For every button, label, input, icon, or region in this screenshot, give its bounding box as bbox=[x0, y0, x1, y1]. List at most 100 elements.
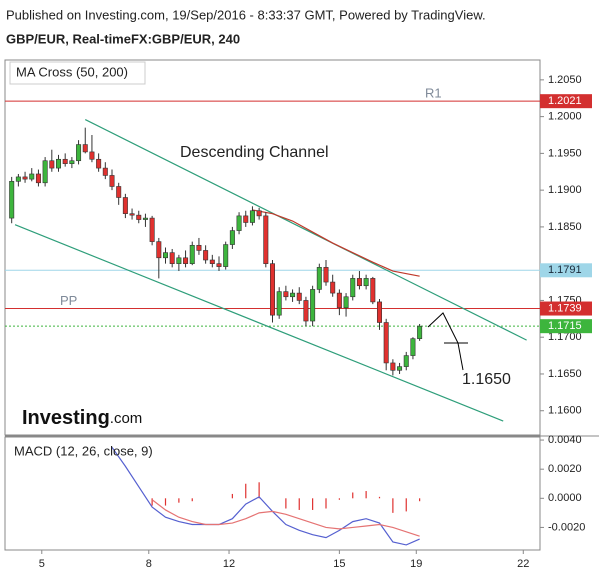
candle-body bbox=[323, 267, 329, 283]
histogram-bar bbox=[231, 493, 233, 499]
candle-body bbox=[35, 173, 41, 184]
candle-body bbox=[249, 210, 255, 223]
x-tick-label: 12 bbox=[223, 558, 235, 570]
y2-tick-label: 0.0000 bbox=[548, 492, 582, 504]
candle-body bbox=[209, 259, 215, 264]
level-badge-label: 1.1715 bbox=[548, 320, 582, 332]
main-panel bbox=[4, 59, 541, 436]
candle-body bbox=[142, 217, 148, 220]
candle-body bbox=[397, 366, 403, 371]
candle-body bbox=[29, 173, 35, 180]
candle-body bbox=[403, 355, 409, 367]
histogram-bar bbox=[245, 483, 247, 499]
histogram-bar bbox=[365, 491, 367, 499]
candle-body bbox=[69, 160, 75, 164]
x-tick-label: 15 bbox=[333, 558, 345, 570]
level-name: PP bbox=[60, 293, 77, 308]
candle-body bbox=[122, 197, 128, 214]
level-badge bbox=[540, 319, 592, 334]
candle-body bbox=[189, 244, 195, 264]
candle-body bbox=[109, 175, 115, 187]
symbol-line: GBP/EUR, Real-timeFX:GBP/EUR, 240 bbox=[6, 31, 240, 46]
candle-body bbox=[316, 267, 322, 290]
candle-body bbox=[383, 322, 389, 364]
candle-body bbox=[196, 244, 202, 251]
candle-body bbox=[76, 144, 82, 162]
candle-body bbox=[55, 158, 61, 169]
candle-body bbox=[89, 151, 95, 160]
x-tick-label: 22 bbox=[517, 558, 529, 570]
candle-body bbox=[296, 292, 302, 301]
annotation-arrow bbox=[427, 312, 459, 344]
y-tick-label: 1.2050 bbox=[548, 74, 582, 86]
candle-body bbox=[216, 263, 222, 267]
candle-body bbox=[303, 300, 309, 322]
candle-body bbox=[376, 301, 382, 323]
annotation: Descending Channel bbox=[180, 144, 329, 161]
main-title: MA Cross (50, 200) bbox=[16, 64, 128, 79]
axes: 1.20501.20001.19501.19001.18501.17501.17… bbox=[39, 74, 586, 570]
histogram-bar bbox=[378, 496, 381, 499]
candle-body bbox=[223, 244, 229, 267]
candle-body bbox=[163, 252, 169, 259]
level-badge-label: 1.1791 bbox=[548, 264, 582, 276]
macd-line bbox=[111, 446, 420, 546]
histogram-bar bbox=[151, 498, 153, 506]
candle-body bbox=[9, 181, 15, 219]
histogram-bar bbox=[352, 492, 354, 499]
ma-line bbox=[252, 209, 420, 277]
candle-body bbox=[15, 176, 21, 182]
channel-line bbox=[84, 119, 527, 341]
macd-panel bbox=[4, 436, 541, 551]
candle-body bbox=[350, 278, 356, 298]
logo: Investing.com bbox=[22, 407, 142, 429]
level-badge bbox=[540, 301, 592, 316]
candle-body bbox=[42, 160, 48, 184]
y-tick-label: 1.1850 bbox=[548, 221, 582, 233]
candle-body bbox=[243, 215, 249, 223]
level-badge-label: 1.2021 bbox=[548, 95, 582, 107]
candle-body bbox=[370, 278, 376, 303]
y-tick-label: 1.2000 bbox=[548, 111, 582, 123]
histogram-bar bbox=[312, 498, 314, 510]
candle-body bbox=[176, 257, 182, 264]
candle-body bbox=[129, 213, 135, 216]
y2-tick-label: 0.0040 bbox=[548, 434, 582, 446]
macd-line bbox=[151, 499, 420, 537]
candle-body bbox=[96, 158, 102, 169]
histogram-bar bbox=[392, 498, 394, 513]
logo-suffix: .com bbox=[110, 410, 143, 427]
candle-body bbox=[363, 278, 369, 287]
published-line: Published on Investing.com, 19/Sep/2016 … bbox=[6, 7, 486, 22]
y-tick-label: 1.1950 bbox=[548, 147, 582, 159]
level-name: R1 bbox=[425, 86, 442, 101]
candle-body bbox=[183, 257, 189, 264]
candle-body bbox=[116, 186, 122, 198]
histogram-bar bbox=[178, 498, 180, 503]
candle-body bbox=[417, 325, 423, 339]
level-badge bbox=[540, 94, 592, 109]
candle-body bbox=[22, 176, 28, 180]
candle-body bbox=[336, 292, 342, 309]
candle-body bbox=[62, 158, 68, 164]
macd-plot bbox=[111, 446, 421, 546]
candle-body bbox=[283, 291, 289, 298]
candle-body bbox=[102, 167, 108, 176]
study-box bbox=[9, 61, 146, 85]
x-tick-label: 8 bbox=[146, 558, 152, 570]
histogram-bar bbox=[405, 498, 407, 512]
y2-tick-label: 0.0020 bbox=[548, 463, 582, 475]
candle-body bbox=[149, 217, 155, 242]
histogram-bar bbox=[419, 498, 421, 502]
candle-body bbox=[229, 230, 235, 245]
histogram-bar bbox=[164, 498, 167, 506]
x-tick-label: 5 bbox=[39, 558, 45, 570]
annotation: 1.1650 bbox=[462, 371, 511, 388]
histogram-bar bbox=[191, 498, 193, 502]
x-tick-label: 19 bbox=[410, 558, 422, 570]
main-plot bbox=[5, 100, 540, 422]
channel-line bbox=[14, 224, 504, 422]
histogram-bar bbox=[325, 498, 327, 509]
candle-body bbox=[330, 281, 336, 294]
